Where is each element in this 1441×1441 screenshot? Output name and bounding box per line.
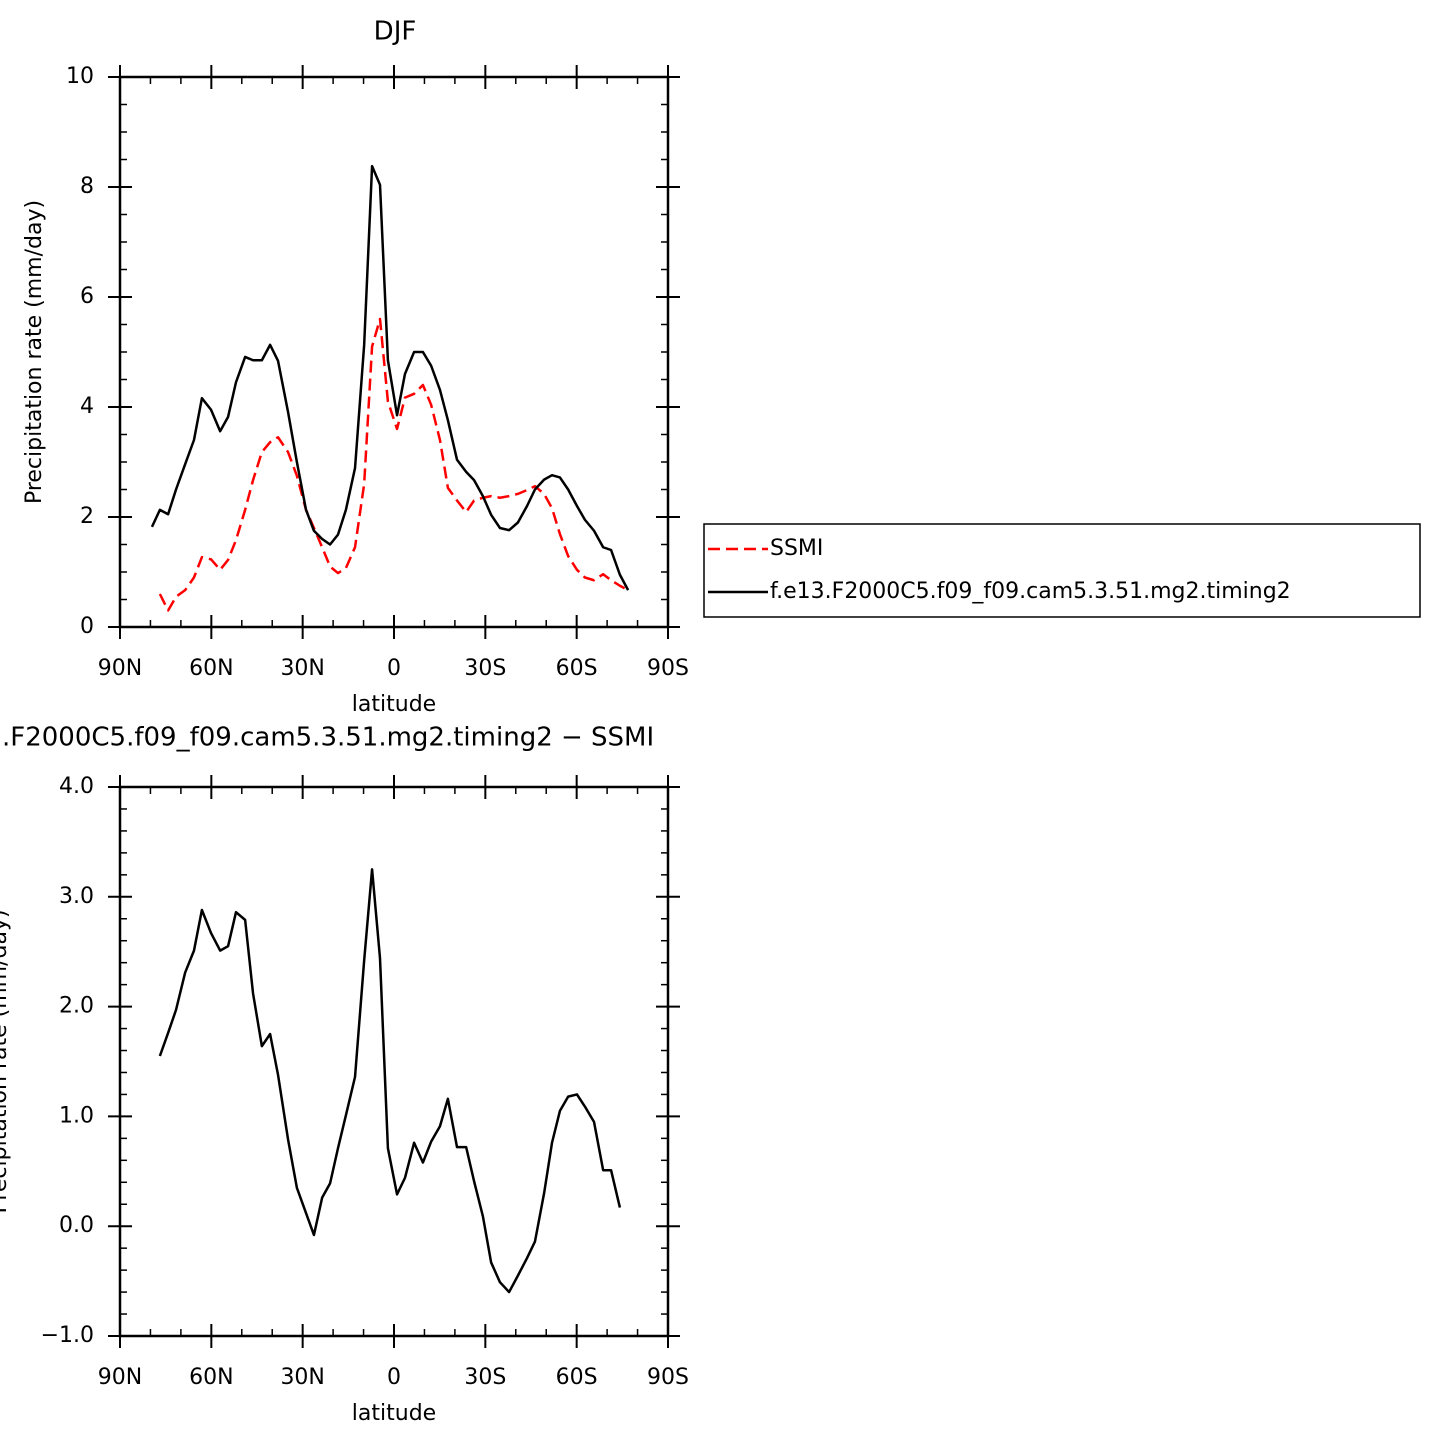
y-axis-label: Precipitation rate (mm/day): [0, 909, 12, 1213]
data-line: [150, 164, 630, 591]
x-tick-label: 30N: [280, 1365, 324, 1390]
y-tick-label: 4.0: [59, 774, 94, 799]
x-tick-label: 60N: [189, 656, 233, 681]
y-tick-label: 3.0: [59, 884, 94, 909]
chart-title: DJF: [374, 17, 417, 47]
y-tick-label: 2.0: [59, 994, 94, 1019]
chart-title: .F2000C5.f09_f09.cam5.3.51.mg2.timing2 −…: [2, 723, 654, 753]
plot-frame: [118, 785, 670, 1338]
data-line: [158, 317, 629, 612]
y-axis-label: Precipitation rate (mm/day): [22, 200, 47, 504]
x-tick-label: 90S: [647, 1365, 689, 1390]
y-tick-label: −1.0: [41, 1323, 94, 1348]
y-tick-label: 1.0: [59, 1103, 94, 1128]
y-tick-label: 2: [80, 504, 94, 529]
x-tick-label: 60S: [556, 1365, 598, 1390]
x-tick-label: 0: [387, 1365, 401, 1390]
x-tick-label: 30S: [464, 656, 506, 681]
y-tick-label: 8: [80, 174, 94, 199]
legend-box: [703, 523, 1421, 618]
x-tick-label: 90S: [647, 656, 689, 681]
y-tick-label: 0: [80, 614, 94, 639]
x-axis-label: latitude: [352, 1401, 436, 1426]
x-tick-label: 90N: [98, 1365, 142, 1390]
legend-label: f.e13.F2000C5.f09_f09.cam5.3.51.mg2.timi…: [770, 579, 1291, 604]
x-tick-label: 60S: [556, 656, 598, 681]
y-tick-label: 4: [80, 394, 94, 419]
y-tick-label: 0.0: [59, 1213, 94, 1238]
legend-label: SSMI: [770, 536, 823, 561]
x-tick-label: 90N: [98, 656, 142, 681]
x-axis-label: latitude: [352, 692, 436, 717]
y-tick-label: 6: [80, 284, 94, 309]
plot-frame: [118, 75, 670, 629]
x-tick-label: 60N: [189, 1365, 233, 1390]
data-line: [158, 868, 622, 1294]
y-tick-label: 10: [66, 64, 94, 89]
x-tick-label: 30S: [464, 1365, 506, 1390]
x-tick-label: 30N: [280, 656, 324, 681]
x-tick-label: 0: [387, 656, 401, 681]
